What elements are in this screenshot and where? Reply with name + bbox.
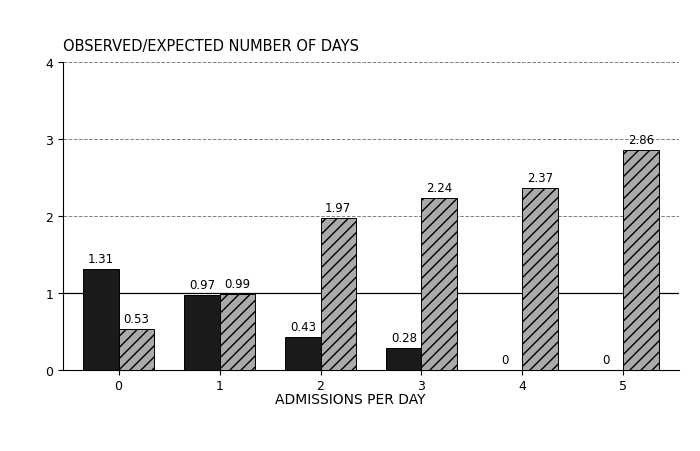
Text: 1.31: 1.31 <box>88 253 114 266</box>
Text: 0.53: 0.53 <box>123 313 149 325</box>
Bar <box>522 188 558 370</box>
Bar <box>184 295 220 370</box>
Text: 1.97: 1.97 <box>325 202 351 215</box>
Text: 0.28: 0.28 <box>391 331 416 345</box>
Bar <box>421 198 457 370</box>
Text: 0: 0 <box>602 353 610 366</box>
Bar <box>83 269 118 370</box>
Bar <box>220 294 255 370</box>
Bar <box>321 219 356 370</box>
Text: 2.37: 2.37 <box>527 171 553 184</box>
Text: 0.43: 0.43 <box>290 320 316 333</box>
Bar <box>624 151 659 370</box>
Text: 2.86: 2.86 <box>628 134 654 147</box>
Bar <box>285 337 321 370</box>
Bar <box>118 329 154 370</box>
Text: OBSERVED/EXPECTED NUMBER OF DAYS: OBSERVED/EXPECTED NUMBER OF DAYS <box>63 39 359 54</box>
Bar <box>386 348 421 370</box>
Text: ADMISSIONS PER DAY: ADMISSIONS PER DAY <box>274 392 426 406</box>
Text: 0: 0 <box>501 353 508 366</box>
Text: 0.99: 0.99 <box>224 277 251 290</box>
Text: 2.24: 2.24 <box>426 181 452 194</box>
Text: 0.97: 0.97 <box>189 279 215 292</box>
